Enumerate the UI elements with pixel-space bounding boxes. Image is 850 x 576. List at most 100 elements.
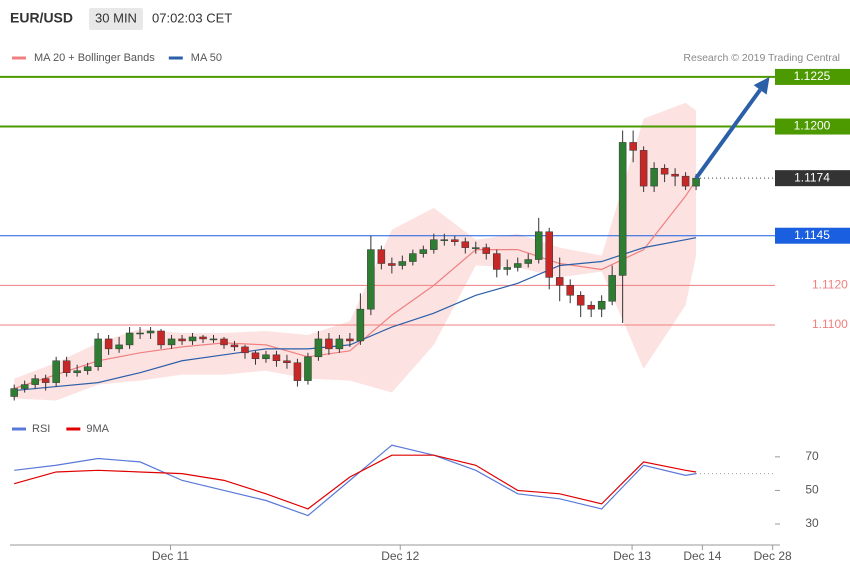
- candle-body: [146, 330, 155, 334]
- candle-body: [493, 253, 501, 270]
- candle-body: [83, 366, 92, 371]
- candle-body: [262, 354, 270, 360]
- forecast-arrow: [694, 88, 762, 180]
- candle-body: [524, 259, 532, 264]
- candle-body: [136, 332, 144, 335]
- candle-body: [650, 167, 658, 187]
- legend-label: MA 50: [191, 52, 222, 64]
- candle-body: [618, 142, 627, 276]
- candle-body: [419, 249, 428, 254]
- candle-body: [629, 142, 637, 151]
- level-label-box: [775, 227, 850, 244]
- candle-body: [283, 360, 291, 364]
- candle-body: [440, 239, 449, 241]
- rsi-tick-label: 30: [805, 516, 819, 530]
- level-label: 1.1120: [812, 278, 848, 292]
- rsi-tick-label: 70: [805, 449, 819, 463]
- level-label: 1.1145: [794, 228, 830, 242]
- level-label-box: [775, 170, 850, 187]
- candle-body: [692, 177, 700, 187]
- x-tick-label: Dec 11: [152, 549, 189, 563]
- level-label-box: [775, 68, 850, 85]
- symbol: EUR/USD: [10, 10, 73, 26]
- rsi-line: [14, 444, 697, 517]
- candle-body: [597, 300, 606, 310]
- candle-body: [314, 338, 323, 358]
- candle-body: [20, 384, 29, 389]
- candle-body: [73, 370, 81, 373]
- level-label-box: [775, 118, 850, 135]
- candle-body: [566, 285, 574, 296]
- candle-body: [220, 338, 228, 346]
- candle-body: [115, 344, 123, 350]
- candle-body: [545, 231, 553, 278]
- legend-label: RSI: [32, 423, 50, 435]
- bollinger-band: [14, 102, 697, 401]
- candle-body: [10, 388, 18, 397]
- candle-body: [409, 253, 417, 262]
- candle-body: [587, 304, 595, 310]
- candle-body: [94, 338, 102, 367]
- forecast-arrow-head: [753, 76, 770, 95]
- candle-body: [356, 308, 365, 342]
- candle-body: [639, 150, 648, 187]
- candle-body: [335, 338, 344, 350]
- candle-body: [325, 338, 333, 350]
- candle-body: [482, 247, 491, 254]
- candle-body: [576, 295, 585, 306]
- candle-body: [251, 352, 260, 360]
- candle-body: [346, 338, 354, 342]
- candle-body: [472, 247, 480, 249]
- candle-body: [513, 263, 522, 268]
- rsi-line: [14, 454, 697, 510]
- candle-body: [534, 231, 543, 260]
- candle-body: [377, 249, 386, 264]
- candle-body: [388, 263, 396, 266]
- candle-body: [272, 354, 281, 362]
- candle-body: [304, 356, 312, 381]
- candle-body: [461, 241, 470, 248]
- candle-body: [41, 378, 50, 383]
- x-tick-label: Dec 12: [381, 549, 419, 563]
- legend-label: MA 20 + Bollinger Bands: [34, 52, 155, 64]
- candle-body: [681, 175, 690, 187]
- time: 07:02:03 CET: [152, 10, 232, 25]
- candle-body: [503, 267, 511, 270]
- moving-average: [14, 237, 697, 392]
- candle-body: [293, 362, 302, 381]
- candle-body: [209, 338, 218, 341]
- rsi-tick-label: 50: [805, 483, 819, 497]
- candle-body: [167, 338, 176, 346]
- candle-body: [62, 360, 71, 373]
- level-label: 1.1225: [794, 69, 831, 83]
- x-tick-label: Dec 28: [754, 549, 792, 563]
- candle-body: [451, 239, 459, 242]
- candle-body: [671, 173, 679, 177]
- candle-body: [230, 344, 239, 348]
- candle-body: [241, 346, 249, 354]
- x-tick-label: Dec 14: [683, 549, 721, 563]
- candle-body: [660, 167, 669, 175]
- candle-body: [398, 261, 407, 266]
- moving-average: [14, 179, 697, 390]
- candle-body: [608, 275, 616, 302]
- legend-label: 9MA: [86, 423, 109, 435]
- candle-body: [199, 336, 207, 340]
- candle-body: [367, 249, 375, 310]
- level-label: 1.1174: [794, 170, 830, 184]
- candle-body: [188, 336, 197, 342]
- candle-body: [31, 378, 39, 385]
- timeframe: 30 MIN: [95, 10, 137, 25]
- candle-body: [555, 277, 564, 286]
- candle-body: [52, 360, 60, 383]
- level-label: 1.1100: [812, 317, 848, 331]
- copyright: Research © 2019 Trading Central: [683, 52, 840, 64]
- candle-body: [178, 338, 186, 342]
- level-label: 1.1200: [794, 119, 831, 133]
- timeframe-box: [89, 8, 143, 30]
- candle-body: [104, 338, 113, 350]
- x-tick-label: Dec 13: [613, 549, 651, 563]
- candle-body: [157, 330, 165, 346]
